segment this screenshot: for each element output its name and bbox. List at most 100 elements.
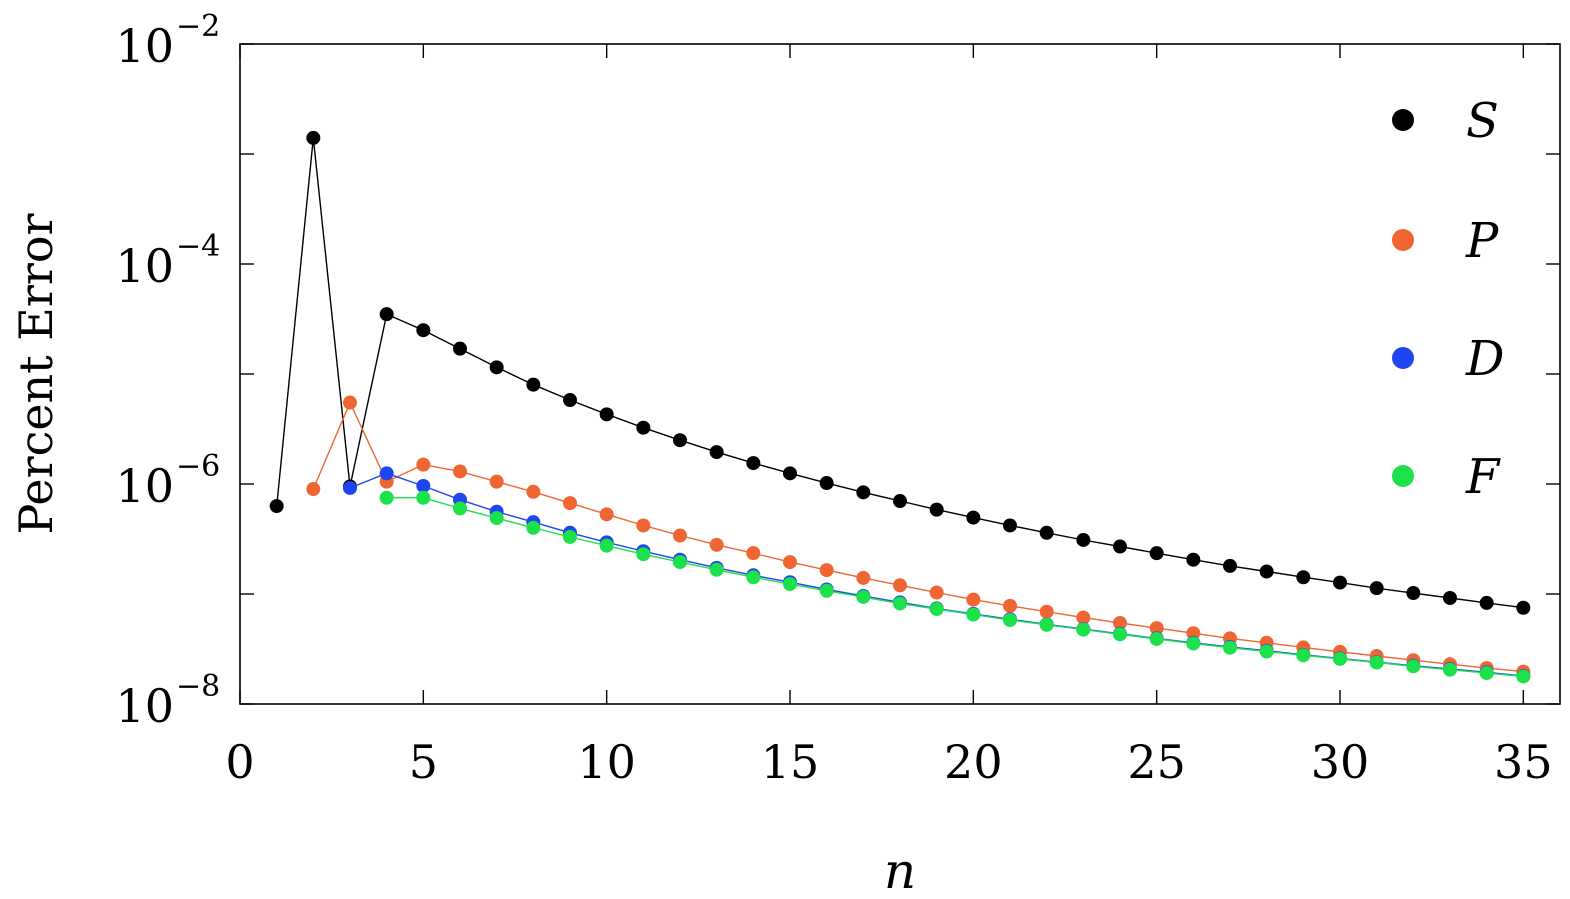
legend-marker — [1392, 109, 1414, 131]
data-point-S — [636, 420, 651, 435]
data-point-S — [1113, 539, 1127, 554]
data-point-S — [269, 499, 284, 514]
data-point-F — [1149, 631, 1164, 646]
x-tick-label: 0 — [225, 735, 254, 789]
data-point-S — [1479, 595, 1494, 610]
legend-label: D — [1465, 331, 1504, 387]
data-point-S — [893, 494, 907, 509]
data-point-S — [819, 476, 834, 491]
data-point-D — [379, 466, 394, 481]
legend-label: F — [1465, 449, 1501, 505]
data-point-S — [673, 433, 687, 448]
x-tick-label: 30 — [1311, 735, 1370, 789]
data-point-S — [966, 510, 981, 525]
data-point-F — [673, 555, 687, 570]
y-tick-exponent: −6 — [176, 449, 220, 484]
data-point-D — [416, 478, 431, 493]
legend-marker — [1392, 229, 1414, 251]
data-point-F — [856, 589, 871, 604]
data-point-F — [379, 490, 394, 505]
x-tick-label: 20 — [944, 735, 1003, 789]
data-point-S — [1406, 586, 1421, 601]
data-point-F — [636, 547, 651, 562]
y-tick-exponent: −4 — [176, 229, 220, 264]
y-tick-labels: 10−810−610−410−2 — [115, 9, 220, 733]
data-point-F — [563, 529, 577, 544]
series-S — [269, 130, 1531, 615]
x-axis-label: n — [884, 842, 916, 899]
legend-item-S: S — [1392, 93, 1499, 149]
data-point-F — [453, 501, 467, 516]
data-point-P — [343, 395, 357, 410]
data-point-F — [599, 538, 614, 553]
data-point-F — [893, 596, 907, 611]
data-point-S — [1223, 558, 1237, 573]
legend: S P D F — [1392, 93, 1504, 505]
legend-marker — [1392, 347, 1414, 369]
data-point-F — [1113, 627, 1127, 642]
data-point-S — [416, 323, 431, 338]
legend-marker — [1392, 465, 1414, 487]
data-point-F — [416, 490, 431, 505]
data-point-S — [599, 407, 614, 422]
y-tick-label: 10 −2 — [115, 9, 220, 73]
data-point-F — [819, 583, 834, 598]
x-tick-label: 5 — [409, 735, 438, 789]
legend-item-P: P — [1392, 213, 1499, 269]
y-tick-exponent: −8 — [176, 669, 220, 704]
data-point-P — [819, 563, 834, 578]
data-point-P — [1149, 621, 1164, 636]
data-point-S — [709, 445, 724, 460]
data-point-F — [709, 562, 724, 577]
series-line-P — [312, 400, 1524, 673]
data-point-F — [929, 602, 944, 617]
y-tick-base: 10 — [115, 239, 174, 293]
x-tick-label: 25 — [1127, 735, 1186, 789]
legend-item-F: F — [1392, 449, 1501, 505]
y-tick-label: 10 −6 — [115, 449, 220, 513]
data-point-S — [856, 485, 871, 500]
y-tick-label: 10 −8 — [115, 669, 220, 733]
data-point-S — [1076, 532, 1091, 547]
y-tick-base: 10 — [115, 459, 174, 513]
y-tick-exponent: −2 — [176, 9, 220, 44]
data-point-S — [1296, 570, 1311, 585]
data-point-S — [1333, 575, 1347, 590]
data-point-F — [1296, 648, 1311, 663]
data-point-F — [1443, 662, 1457, 677]
data-point-P — [966, 592, 981, 607]
data-point-P — [453, 464, 467, 479]
series-P — [306, 395, 1531, 679]
data-point-S — [1369, 581, 1384, 596]
legend-label: S — [1466, 93, 1499, 149]
data-point-S — [1149, 546, 1164, 561]
series-F — [379, 490, 1531, 684]
data-point-S — [453, 341, 467, 356]
data-point-F — [1223, 640, 1237, 655]
data-point-P — [563, 496, 577, 511]
data-point-F — [489, 511, 504, 526]
x-tick-label: 15 — [761, 735, 820, 789]
series-line-F — [386, 497, 1524, 678]
data-point-S — [929, 502, 944, 517]
data-point-P — [306, 482, 321, 497]
data-point-F — [1186, 636, 1201, 651]
data-point-P — [673, 528, 687, 543]
data-point-F — [783, 577, 797, 592]
data-point-S — [1443, 590, 1457, 605]
data-point-P — [416, 457, 431, 472]
data-point-P — [856, 570, 871, 585]
data-point-P — [746, 546, 761, 561]
y-tick-base: 10 — [115, 19, 174, 73]
data-point-S — [1516, 600, 1531, 615]
y-tick-label: 10 −4 — [115, 229, 220, 293]
data-point-S — [379, 307, 394, 322]
data-point-S — [489, 360, 504, 375]
data-point-F — [526, 520, 541, 535]
data-point-F — [1516, 669, 1531, 684]
data-point-F — [1003, 613, 1017, 628]
data-point-P — [929, 585, 944, 600]
data-point-P — [1076, 610, 1091, 625]
data-point-P — [709, 537, 724, 552]
